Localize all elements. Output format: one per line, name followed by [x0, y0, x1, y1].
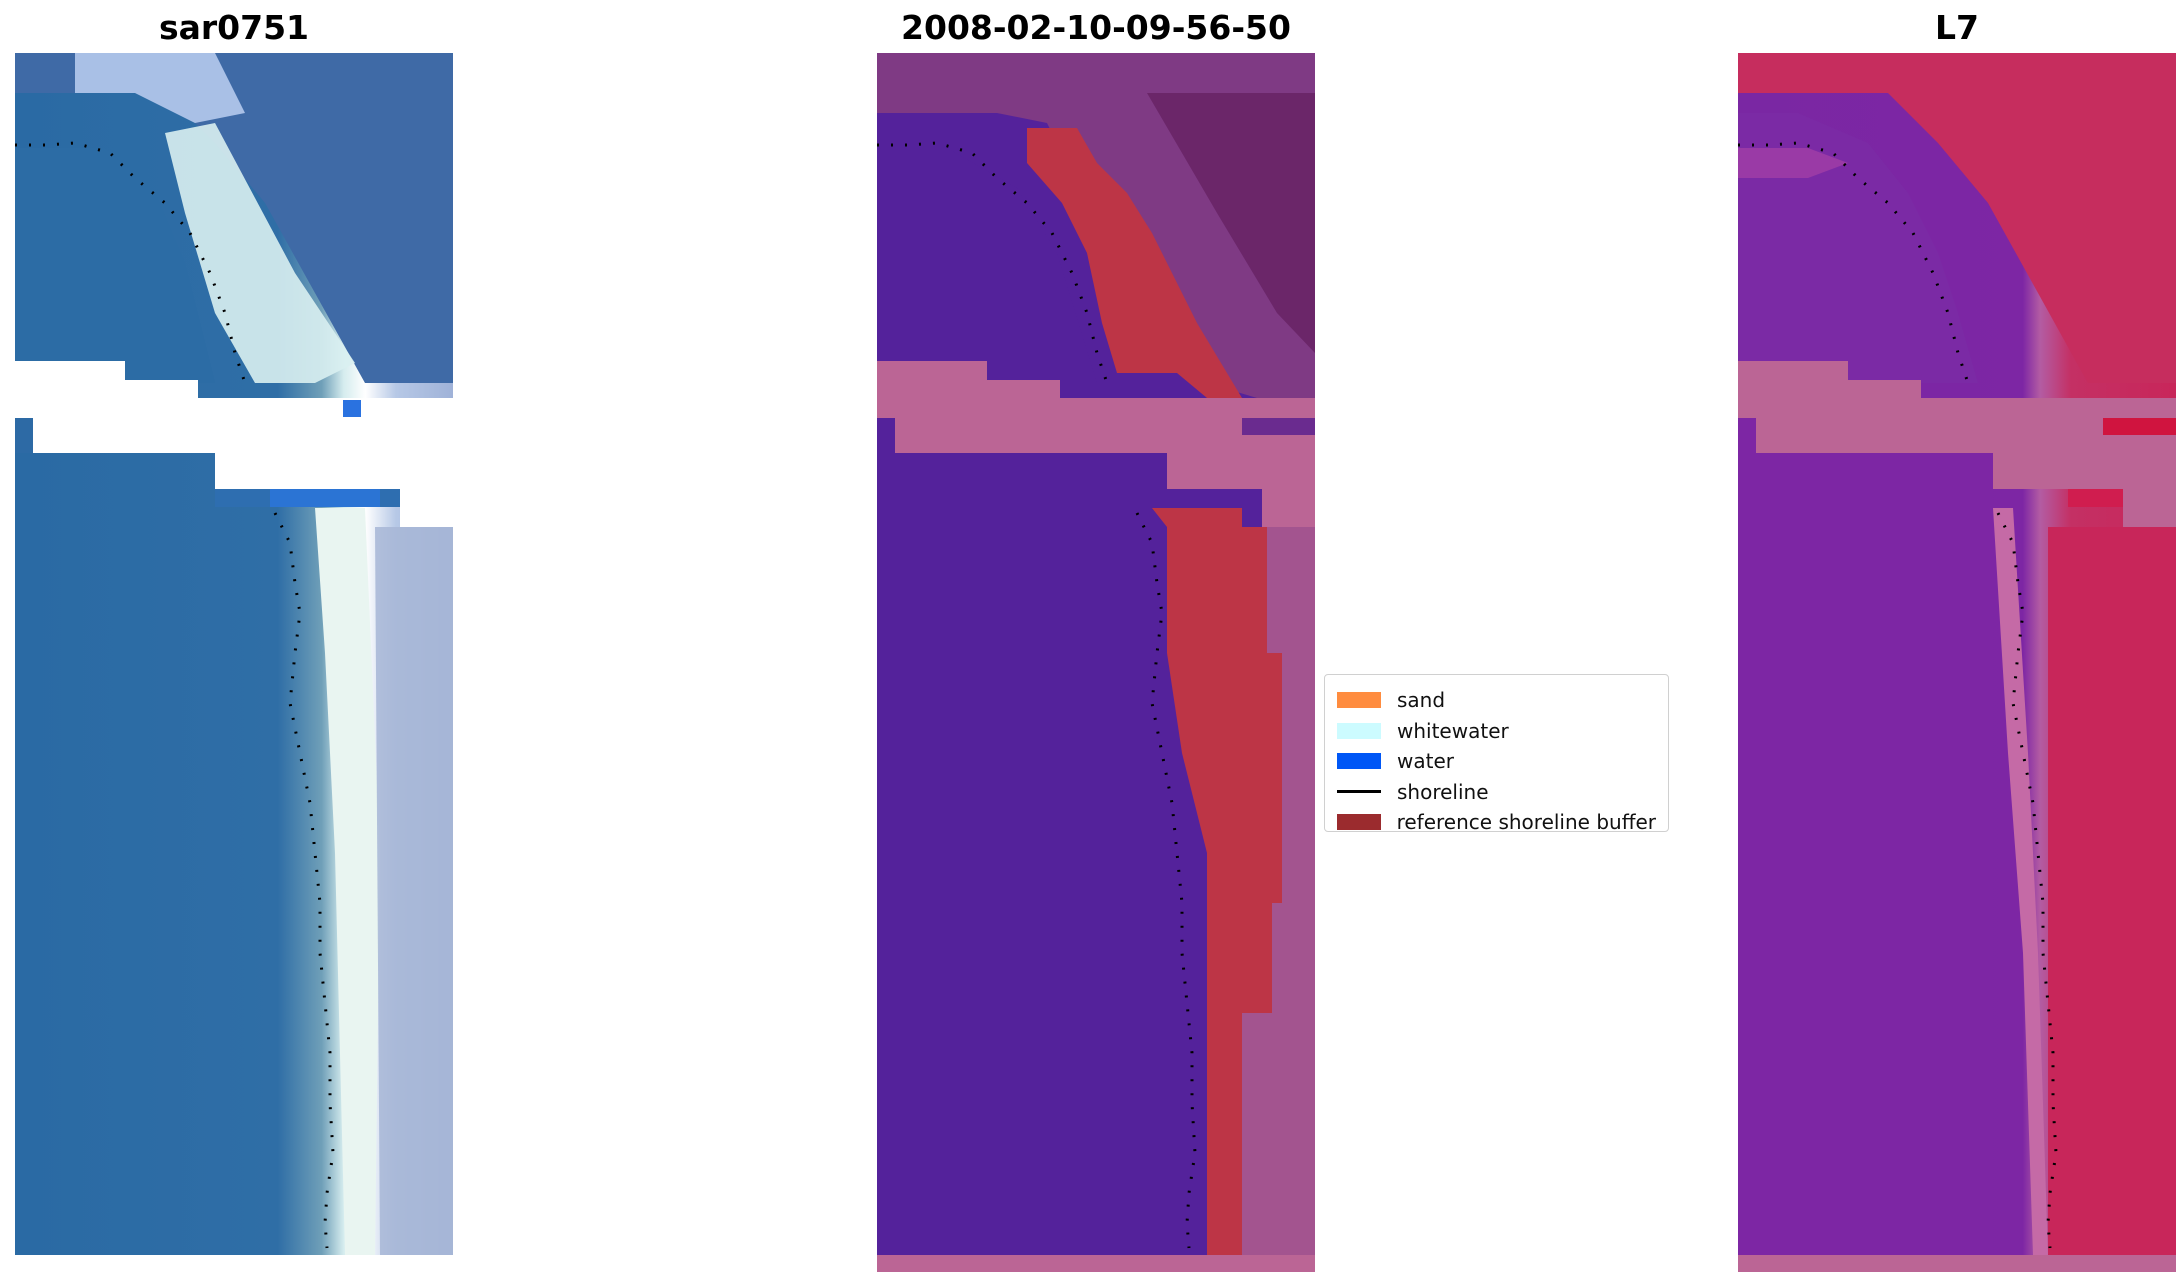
index-water-bottom: [1738, 453, 1993, 1255]
classified-water-top: [877, 148, 1097, 383]
index-land-top: [1738, 53, 2176, 383]
classified-water-strip: [877, 418, 895, 453]
rgb-water-strip: [15, 418, 33, 453]
rgb-bright-top: [75, 53, 245, 123]
index-land-strip: [2103, 418, 2176, 435]
rgb-beach-bottom: [375, 527, 453, 1255]
rgb-land-top: [15, 53, 453, 383]
classified-cloud-mask: [877, 361, 1315, 527]
legend-label: whitewater: [1397, 718, 1509, 743]
index-transition-bottom: [1993, 508, 2048, 1255]
rgb-mask-2: [33, 418, 453, 527]
rgb-image-panel: [15, 53, 453, 1255]
legend-item-reference-buffer: reference shoreline buffer: [1337, 807, 1656, 838]
legend-swatch-water: [1337, 753, 1381, 770]
classified-shoreline-bottom: [1135, 512, 1197, 1249]
classified-image: [877, 53, 1315, 1255]
index-land-bottom: [2048, 527, 2176, 1255]
classified-buffer-top: [1027, 128, 1242, 398]
index-bottom-mask: [1738, 1255, 2176, 1272]
rgb-water-pixel-1: [343, 400, 361, 417]
legend-swatch-whitewater: [1337, 722, 1381, 739]
legend-label: sand: [1397, 688, 1446, 713]
index-cloud-mask: [1738, 361, 2176, 527]
legend-item-water: water: [1337, 746, 1656, 777]
rgb-water-strip-3: [270, 489, 380, 507]
legend-label: reference shoreline buffer: [1396, 810, 1656, 835]
index-land-strip-2: [2068, 489, 2123, 507]
rgb-whitewater-bottom: [315, 508, 380, 1255]
classified-bottom-mask: [877, 1255, 1315, 1272]
panel-title-rgb: sar0751: [158, 8, 310, 47]
legend-line-shoreline: [1337, 790, 1381, 794]
legend-item-shoreline: shoreline: [1337, 777, 1656, 808]
index-image: [1738, 53, 2176, 1255]
index-transition-top: [1738, 148, 1848, 178]
legend-label: shoreline: [1397, 779, 1489, 804]
legend-item-sand: sand: [1337, 685, 1656, 716]
panel-title-classified: 2008-02-10-09-56-50: [901, 8, 1291, 47]
classified-land-strip: [1242, 418, 1315, 435]
legend-label: water: [1397, 749, 1454, 774]
classified-water-bottom: [877, 453, 1167, 1255]
rgb-whitewater-top: [165, 123, 355, 383]
classified-dark-land: [1147, 93, 1315, 353]
classified-buffer-bottom: [1152, 508, 1282, 1255]
rgb-water-top: [15, 148, 215, 383]
index-water-top: [1738, 113, 1978, 383]
rgb-image: [15, 53, 453, 1255]
classified-image-panel: [877, 53, 1315, 1255]
legend-swatch-sand: [1337, 692, 1381, 709]
index-image-panel: [1738, 53, 2176, 1255]
rgb-shoreline-bottom: [273, 512, 335, 1249]
index-water-strip: [1738, 418, 1756, 453]
index-shoreline-bottom: [1996, 512, 2058, 1249]
panel-title-index: L7: [1935, 8, 1979, 47]
legend-swatch-reference-buffer: [1337, 814, 1381, 831]
legend-item-whitewater: whitewater: [1337, 716, 1656, 747]
legend: sand whitewater water shoreline referenc…: [1324, 674, 1669, 834]
